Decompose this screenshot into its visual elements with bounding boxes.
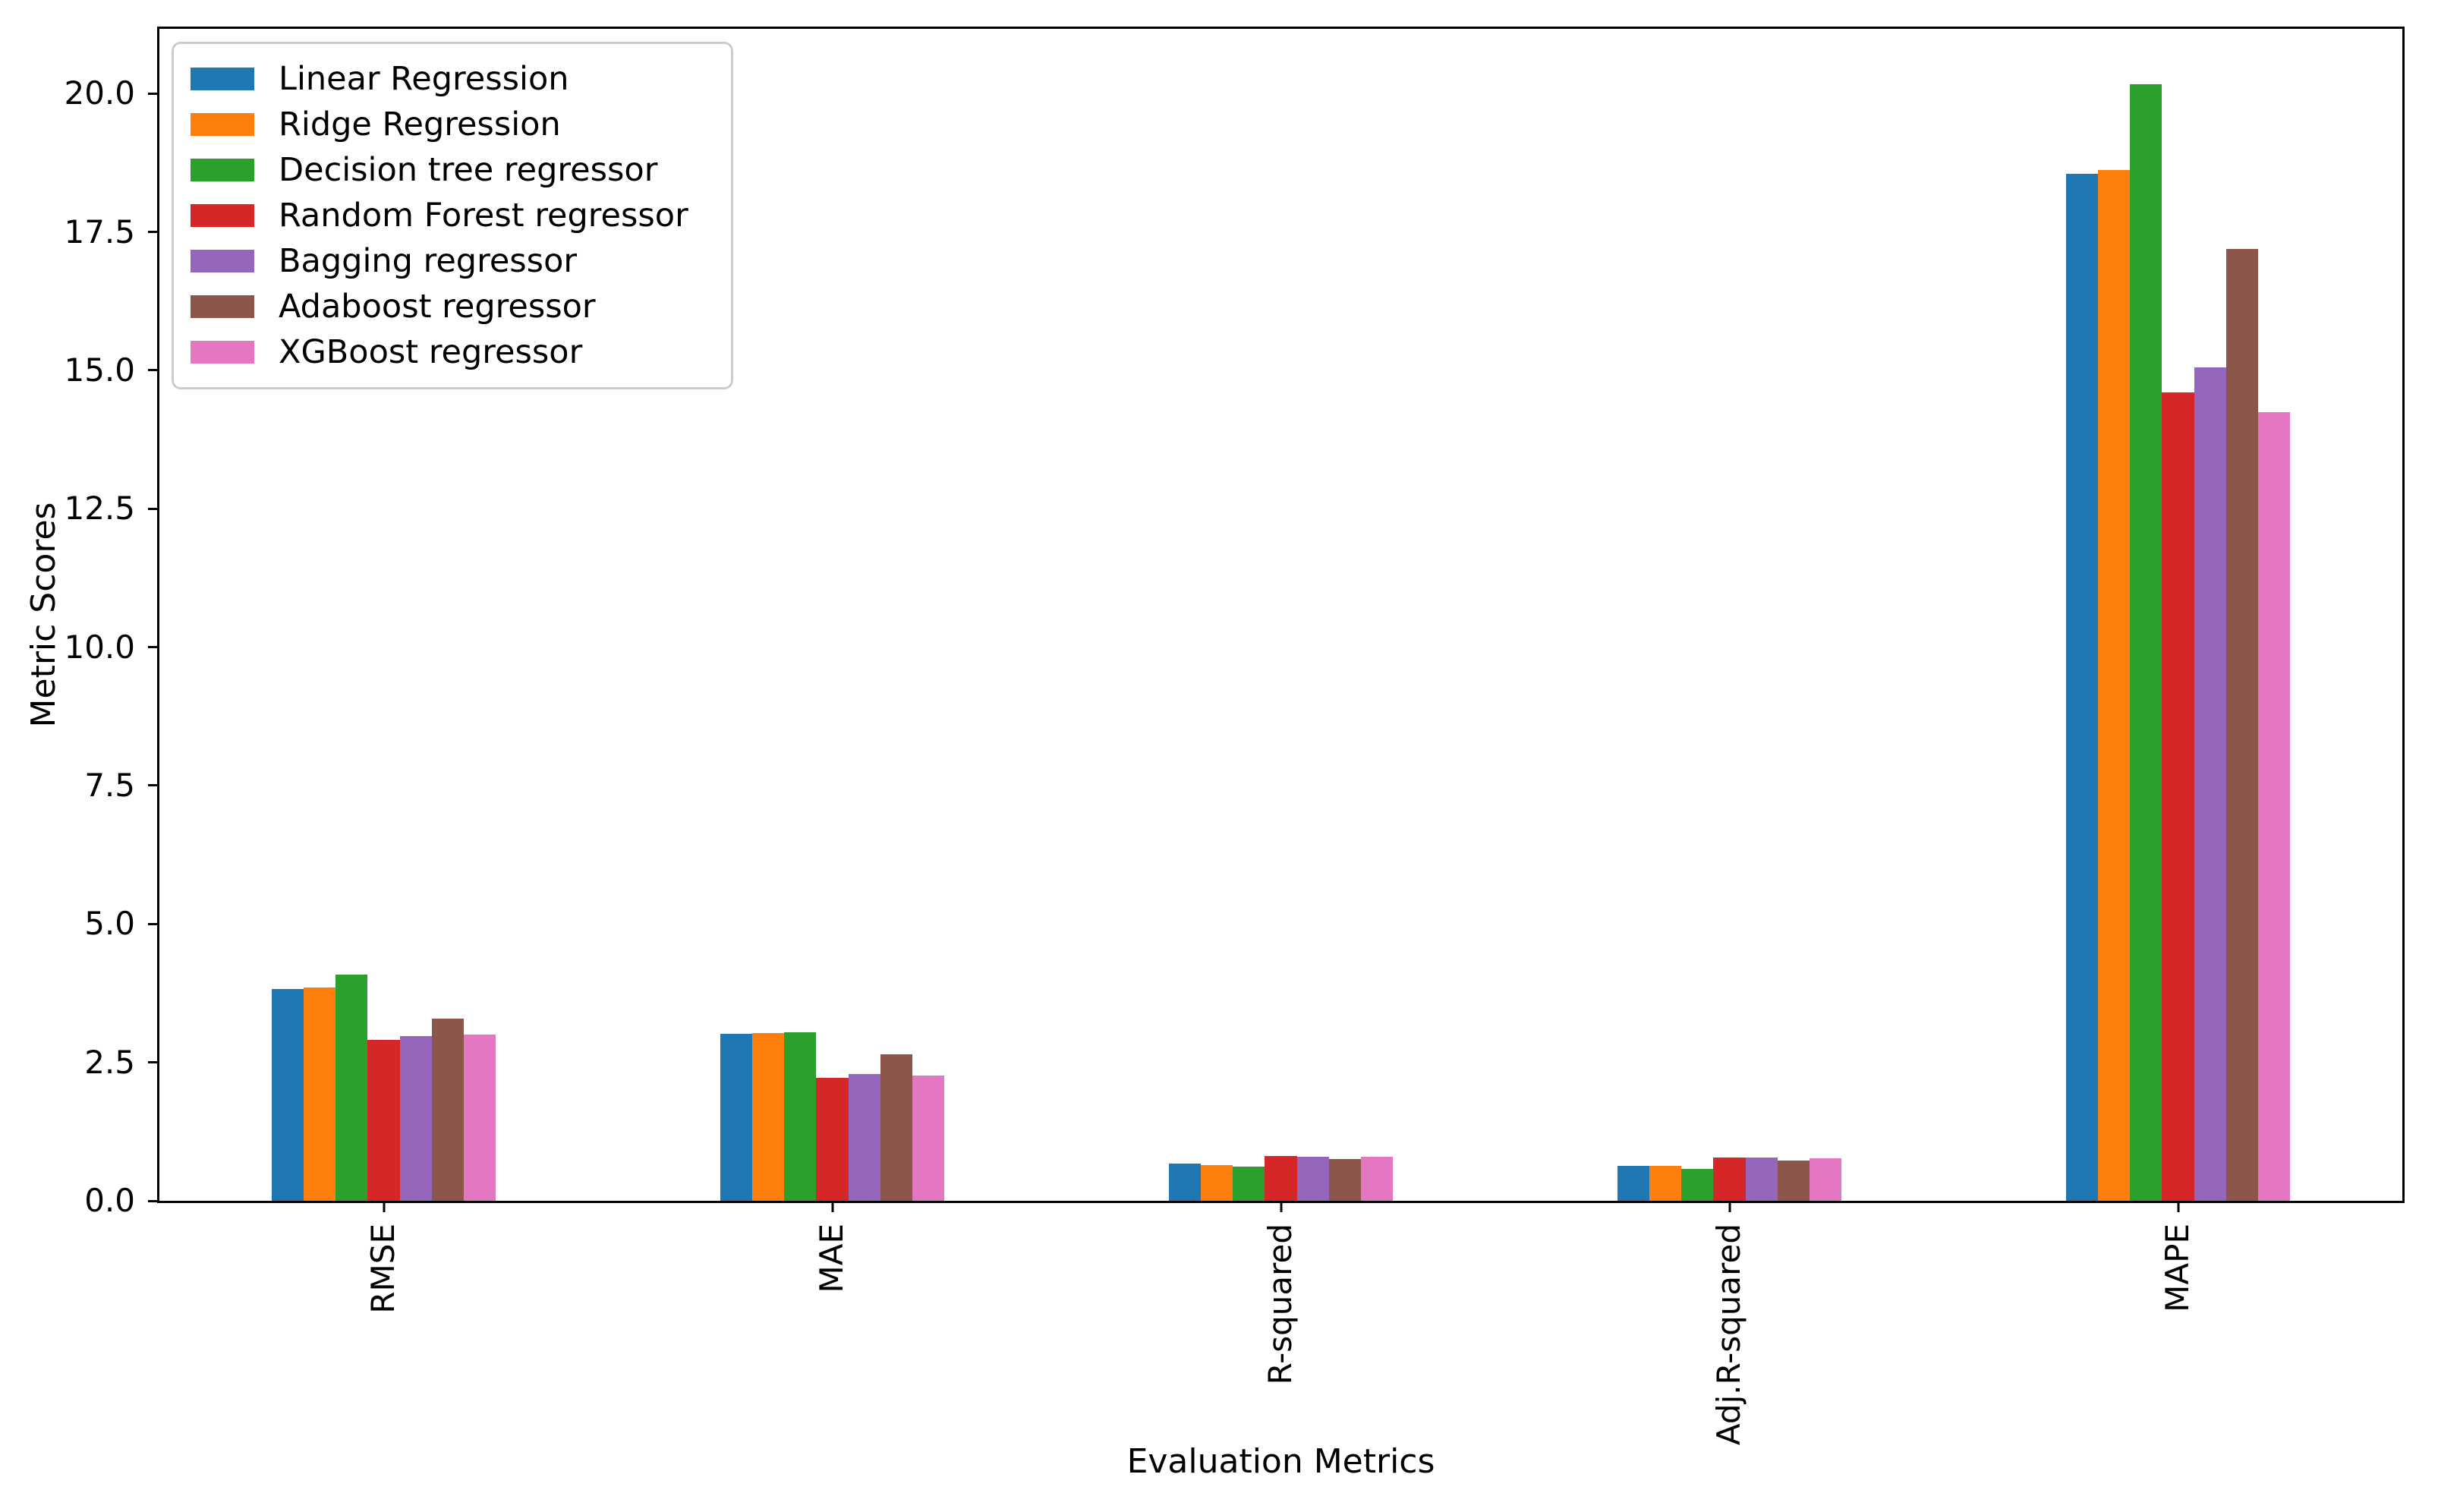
- bar-xgboost-regressor-r-squared: [1361, 1156, 1394, 1201]
- y-tick-label-17.5: 17.5: [64, 213, 135, 250]
- x-tick-mark-mape: [2177, 1201, 2179, 1212]
- legend: Linear Regression Ridge Regression Decisio…: [172, 42, 733, 389]
- y-tick-label-20.0: 20.0: [64, 74, 135, 112]
- bar-xgboost-regressor-adj-r-squared: [1810, 1158, 1842, 1201]
- bar-linear-regression-rmse: [271, 988, 304, 1201]
- bar-random-forest-regressor-rmse: [367, 1039, 400, 1201]
- legend-swatch-icon: [191, 159, 254, 181]
- y-tick-mark-20.0: [148, 92, 159, 95]
- y-tick-label-7.5: 7.5: [84, 766, 135, 804]
- y-tick-label-10.0: 10.0: [64, 628, 135, 666]
- bar-bagging-regressor-r-squared: [1296, 1157, 1329, 1201]
- y-tick-label-12.5: 12.5: [64, 490, 135, 528]
- x-tick-mark-r-squared: [1280, 1201, 1282, 1212]
- x-tick-label-rmse: RMSE: [364, 1224, 402, 1314]
- x-tick-mark-adj-r-squared: [1728, 1201, 1731, 1212]
- legend-label: Linear Regression: [279, 59, 569, 98]
- bar-decision-tree-regressor-r-squared: [1233, 1166, 1265, 1201]
- legend-item-random-forest-regressor: Random Forest regressor: [191, 193, 688, 238]
- plot-area: Evaluation Metrics Metric Scores Linear …: [24, 27, 2405, 1481]
- y-tick-mark-2.5: [148, 1061, 159, 1064]
- bar-adaboost-regressor-rmse: [431, 1019, 465, 1201]
- legend-item-xgboost-regressor: XGBoost regressor: [191, 329, 688, 375]
- bar-decision-tree-regressor-rmse: [335, 975, 368, 1201]
- bar-xgboost-regressor-rmse: [464, 1035, 496, 1201]
- y-tick-mark-7.5: [148, 784, 159, 787]
- bar-decision-tree-regressor-mape: [2130, 83, 2162, 1201]
- y-tick-mark-15.0: [148, 369, 159, 372]
- legend-swatch-icon: [191, 68, 254, 90]
- y-tick-mark-5.0: [148, 922, 159, 925]
- bar-adaboost-regressor-mae: [880, 1054, 913, 1201]
- y-tick-mark-17.5: [148, 231, 159, 234]
- bar-adaboost-regressor-adj-r-squared: [1777, 1160, 1810, 1201]
- legend-item-bagging-regressor: Bagging regressor: [191, 238, 688, 284]
- bar-ridge-regression-mape: [2097, 169, 2131, 1201]
- bar-decision-tree-regressor-mae: [784, 1032, 817, 1201]
- bar-xgboost-regressor-mae: [912, 1076, 945, 1201]
- legend-item-ridge-regression: Ridge Regression: [191, 102, 688, 147]
- bar-random-forest-regressor-adj-r-squared: [1713, 1158, 1746, 1201]
- bar-random-forest-regressor-mae: [816, 1078, 849, 1201]
- bar-linear-regression-mape: [2065, 174, 2098, 1201]
- bar-random-forest-regressor-r-squared: [1265, 1155, 1297, 1201]
- bar-linear-regression-r-squared: [1168, 1164, 1201, 1201]
- bar-ridge-regression-adj-r-squared: [1649, 1166, 1682, 1201]
- y-tick-label-15.0: 15.0: [64, 351, 135, 389]
- bar-ridge-regression-rmse: [303, 988, 336, 1201]
- y-tick-mark-10.0: [148, 646, 159, 649]
- x-tick-mark-mae: [831, 1201, 833, 1212]
- legend-label: Bagging regressor: [279, 241, 578, 280]
- x-axis-title: Evaluation Metrics: [1126, 1442, 1435, 1481]
- legend-item-decision-tree-regressor: Decision tree regressor: [191, 147, 688, 193]
- legend-label: Adaboost regressor: [279, 287, 596, 326]
- bar-bagging-regressor-adj-r-squared: [1745, 1158, 1778, 1201]
- bar-random-forest-regressor-mape: [2162, 392, 2194, 1201]
- bar-bagging-regressor-mae: [848, 1073, 880, 1201]
- bar-bagging-regressor-mape: [2194, 367, 2226, 1201]
- bar-linear-regression-adj-r-squared: [1617, 1166, 1649, 1201]
- legend-label: Ridge Regression: [279, 105, 561, 143]
- x-tick-label-mae: MAE: [812, 1224, 850, 1293]
- legend-swatch-icon: [191, 204, 254, 227]
- bar-ridge-regression-mae: [751, 1033, 785, 1201]
- bar-linear-regression-mae: [720, 1033, 752, 1201]
- x-tick-label-mape: MAPE: [2158, 1224, 2196, 1312]
- y-tick-label-5.0: 5.0: [84, 905, 135, 943]
- y-tick-label-2.5: 2.5: [84, 1043, 135, 1081]
- bar-decision-tree-regressor-adj-r-squared: [1681, 1168, 1714, 1201]
- legend-label: Random Forest regressor: [279, 196, 688, 235]
- legend-swatch-icon: [191, 113, 254, 136]
- x-tick-mark-rmse: [383, 1201, 385, 1212]
- x-tick-label-adj-r-squared: Adj.R-squared: [1709, 1224, 1747, 1446]
- legend-swatch-icon: [191, 295, 254, 318]
- x-tick-label-r-squared: R-squared: [1261, 1224, 1299, 1385]
- y-tick-mark-0.0: [148, 1199, 159, 1202]
- y-tick-mark-12.5: [148, 507, 159, 510]
- bar-xgboost-regressor-mape: [2258, 411, 2291, 1201]
- legend-swatch-icon: [191, 341, 254, 364]
- legend-item-linear-regression: Linear Regression: [191, 56, 688, 102]
- bar-adaboost-regressor-mape: [2225, 248, 2259, 1201]
- y-axis-title: Metric Scores: [24, 502, 63, 728]
- legend-item-adaboost-regressor: Adaboost regressor: [191, 284, 688, 329]
- legend-label: Decision tree regressor: [279, 150, 658, 189]
- bar-ridge-regression-r-squared: [1200, 1164, 1233, 1201]
- legend-swatch-icon: [191, 250, 254, 272]
- bar-bagging-regressor-rmse: [399, 1036, 432, 1201]
- y-tick-label-0.0: 0.0: [84, 1182, 135, 1219]
- legend-label: XGBoost regressor: [279, 332, 583, 371]
- bar-adaboost-regressor-r-squared: [1328, 1159, 1362, 1201]
